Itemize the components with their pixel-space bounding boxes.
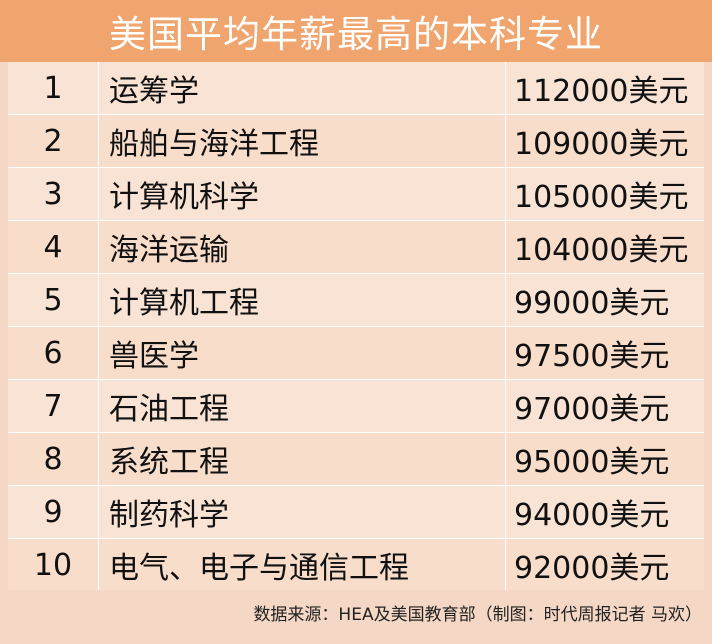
salary-cell: 97500美元 — [505, 326, 704, 380]
salary-cell: 104000美元 — [505, 220, 704, 274]
major-cell: 计算机工程 — [98, 273, 506, 327]
rank-cell: 1 — [8, 62, 99, 115]
salary-cell: 97000美元 — [505, 379, 704, 433]
table-row: 2 船舶与海洋工程 109000美元 — [8, 114, 704, 168]
major-cell: 石油工程 — [98, 379, 506, 433]
major-cell: 制药科学 — [98, 485, 506, 539]
major-cell: 系统工程 — [98, 432, 506, 486]
rank-cell: 7 — [8, 379, 99, 433]
page-title: 美国平均年薪最高的本科专业 — [109, 13, 603, 56]
rank-cell: 3 — [8, 167, 99, 221]
major-cell: 船舶与海洋工程 — [98, 114, 506, 168]
table-row: 4 海洋运输 104000美元 — [8, 220, 704, 274]
rank-cell: 9 — [8, 485, 99, 539]
ranking-table-body: 1 运筹学 112000美元 2 船舶与海洋工程 109000美元 3 计算机科… — [8, 62, 704, 592]
source-footer: 数据来源：HEA及美国教育部（制图：时代周报记者 马欢） — [0, 590, 712, 644]
rank-cell: 5 — [8, 273, 99, 327]
source-note: 数据来源：HEA及美国教育部（制图：时代周报记者 马欢） — [253, 605, 702, 625]
rank-cell: 6 — [8, 326, 99, 380]
rank-cell: 8 — [8, 432, 99, 486]
table-row: 5 计算机工程 99000美元 — [8, 273, 704, 327]
table-row: 7 石油工程 97000美元 — [8, 379, 704, 433]
salary-cell: 99000美元 — [505, 273, 704, 327]
major-cell: 电气、电子与通信工程 — [98, 538, 506, 592]
table-row: 10 电气、电子与通信工程 92000美元 — [8, 538, 704, 592]
rank-cell: 10 — [8, 538, 99, 592]
table-row: 1 运筹学 112000美元 — [8, 62, 704, 115]
salary-cell: 105000美元 — [505, 167, 704, 221]
salary-cell: 112000美元 — [505, 62, 704, 115]
salary-cell: 95000美元 — [505, 432, 704, 486]
table-row: 6 兽医学 97500美元 — [8, 326, 704, 380]
title-bar: 美国平均年薪最高的本科专业 — [0, 0, 712, 62]
table-row: 3 计算机科学 105000美元 — [8, 167, 704, 221]
salary-cell: 92000美元 — [505, 538, 704, 592]
table-row: 9 制药科学 94000美元 — [8, 485, 704, 539]
salary-cell: 94000美元 — [505, 485, 704, 539]
major-cell: 兽医学 — [98, 326, 506, 380]
ranking-table: 1 运筹学 112000美元 2 船舶与海洋工程 109000美元 3 计算机科… — [8, 62, 704, 592]
table-row: 8 系统工程 95000美元 — [8, 432, 704, 486]
major-cell: 运筹学 — [98, 62, 506, 115]
rank-cell: 4 — [8, 220, 99, 274]
rank-cell: 2 — [8, 114, 99, 168]
major-cell: 海洋运输 — [98, 220, 506, 274]
salary-cell: 109000美元 — [505, 114, 704, 168]
major-cell: 计算机科学 — [98, 167, 506, 221]
